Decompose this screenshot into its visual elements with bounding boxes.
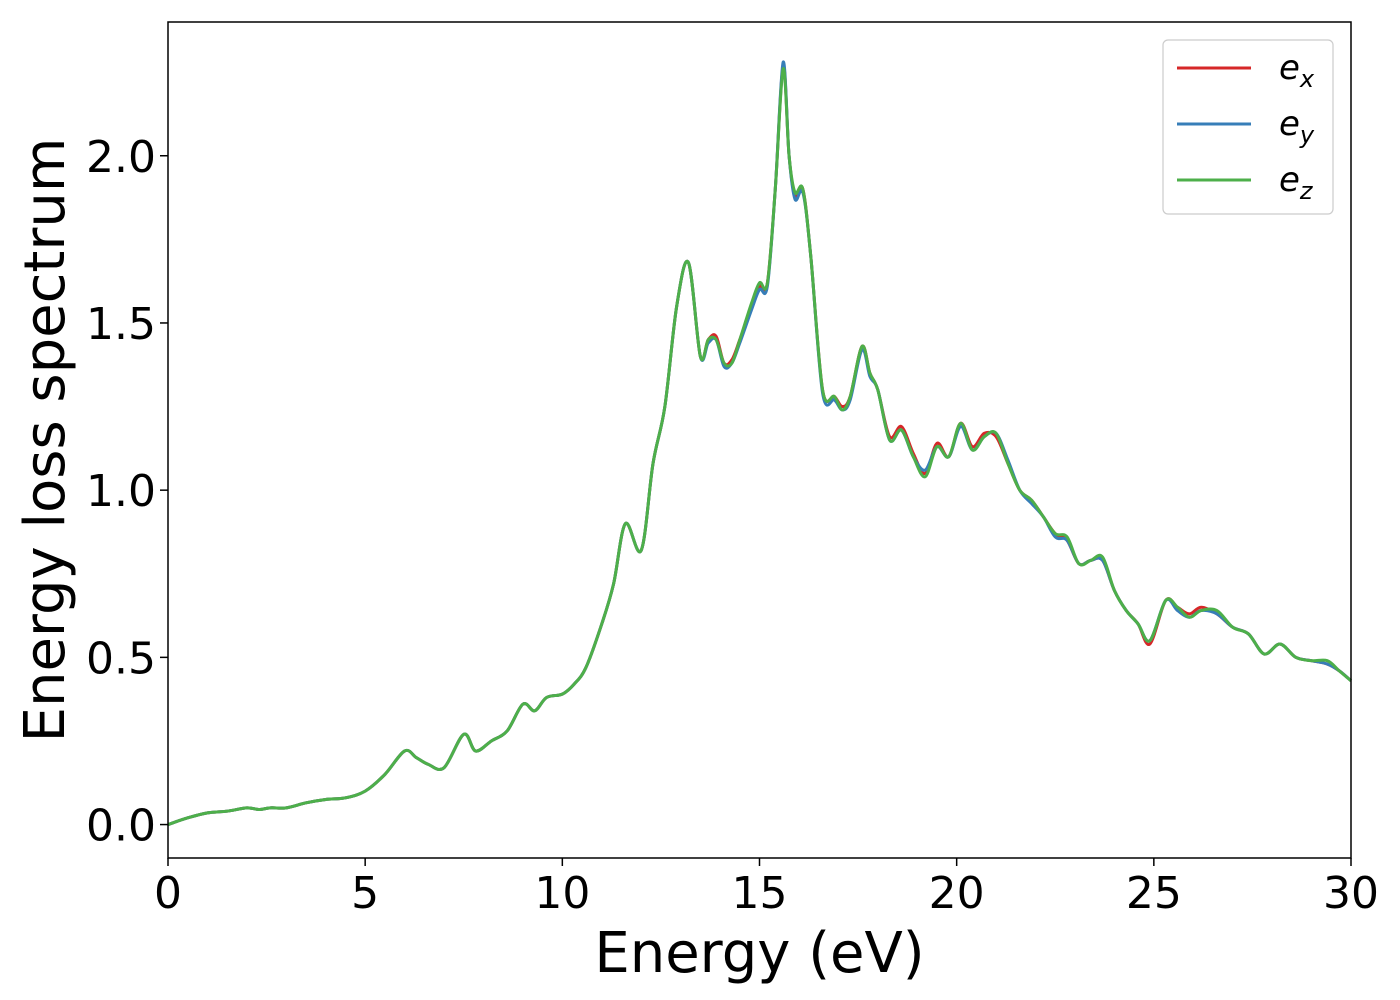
x-tick-label: 15 — [732, 868, 788, 919]
y-tick-label: 2.0 — [86, 132, 156, 183]
y-axis: 0.0 0.5 1.0 1.5 2.0 — [86, 132, 168, 852]
legend-label: ey — [1279, 104, 1315, 149]
series-line-e-z — [167, 67, 1352, 826]
legend-box — [1162, 39, 1334, 215]
x-tick-label: 30 — [1323, 868, 1379, 919]
x-tick-label: 0 — [154, 868, 182, 919]
x-tick-label: 10 — [534, 868, 590, 919]
legend-label: ex — [1279, 48, 1315, 93]
plot-area — [167, 60, 1352, 826]
y-tick-label: 1.5 — [86, 299, 156, 350]
y-axis-label: Energy loss spectrum — [13, 138, 78, 743]
x-axis: 0 5 10 15 20 25 30 — [154, 858, 1379, 919]
x-axis-label: Energy (eV) — [594, 921, 924, 986]
x-tick-label: 20 — [929, 868, 985, 919]
x-tick-label: 5 — [351, 868, 379, 919]
y-tick-label: 0.0 — [86, 801, 156, 852]
y-tick-label: 1.0 — [86, 466, 156, 517]
x-tick-label: 25 — [1126, 868, 1182, 919]
y-tick-label: 0.5 — [86, 633, 156, 684]
